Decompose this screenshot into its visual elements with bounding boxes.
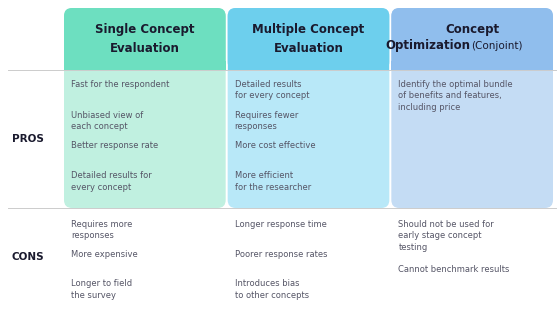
Bar bbox=[391, 61, 553, 70]
Text: Requires fewer
responses: Requires fewer responses bbox=[235, 111, 298, 131]
Bar bbox=[64, 61, 226, 70]
FancyBboxPatch shape bbox=[391, 8, 553, 70]
Text: Identify the optimal bundle
of benefits and features,
including price: Identify the optimal bundle of benefits … bbox=[398, 80, 513, 112]
Text: (Conjoint): (Conjoint) bbox=[471, 41, 522, 51]
FancyBboxPatch shape bbox=[228, 8, 389, 70]
Text: Detailed results for
every concept: Detailed results for every concept bbox=[71, 171, 152, 192]
Text: More efficient
for the researcher: More efficient for the researcher bbox=[235, 171, 311, 192]
Text: Single Concept
Evaluation: Single Concept Evaluation bbox=[95, 24, 194, 54]
Text: Cannot benchmark results: Cannot benchmark results bbox=[398, 265, 510, 273]
Text: Longer response time: Longer response time bbox=[235, 220, 326, 229]
Text: Fast for the respondent: Fast for the respondent bbox=[71, 80, 169, 89]
Text: More expensive: More expensive bbox=[71, 250, 138, 259]
Text: More cost effective: More cost effective bbox=[235, 141, 315, 150]
Bar bbox=[228, 61, 389, 70]
Text: Concept: Concept bbox=[445, 24, 499, 37]
FancyBboxPatch shape bbox=[228, 8, 389, 208]
Text: PROS: PROS bbox=[12, 134, 44, 144]
FancyBboxPatch shape bbox=[64, 8, 226, 208]
FancyBboxPatch shape bbox=[391, 8, 553, 208]
Text: Introduces bias
to other concepts: Introduces bias to other concepts bbox=[235, 279, 309, 300]
Text: Unbiased view of
each concept: Unbiased view of each concept bbox=[71, 111, 143, 131]
FancyBboxPatch shape bbox=[64, 8, 226, 70]
Text: Should not be used for
early stage concept
testing: Should not be used for early stage conce… bbox=[398, 220, 494, 252]
Text: Longer to field
the survey: Longer to field the survey bbox=[71, 279, 132, 300]
Text: CONS: CONS bbox=[12, 253, 45, 262]
Text: Multiple Concept
Evaluation: Multiple Concept Evaluation bbox=[253, 24, 365, 54]
Text: Detailed results
for every concept: Detailed results for every concept bbox=[235, 80, 309, 100]
Text: Better response rate: Better response rate bbox=[71, 141, 158, 150]
Text: Optimization: Optimization bbox=[385, 39, 470, 53]
Text: Poorer response rates: Poorer response rates bbox=[235, 250, 327, 259]
Text: Requires more
responses: Requires more responses bbox=[71, 220, 132, 240]
